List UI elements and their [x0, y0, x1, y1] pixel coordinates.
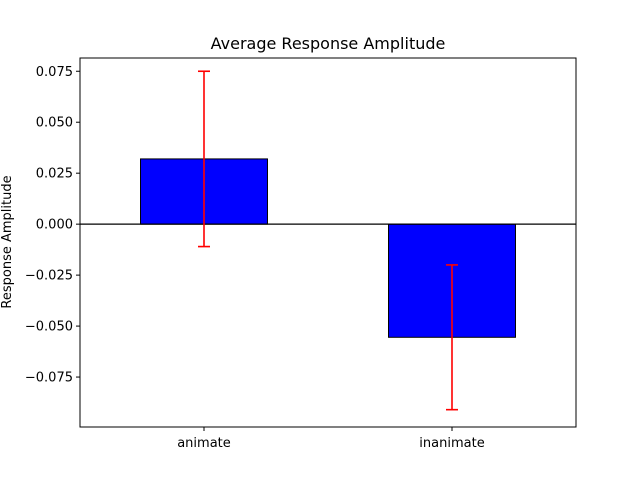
- y-tick-label: −0.075: [25, 371, 73, 386]
- error-bar-animate: [198, 70, 210, 248]
- y-tick-label: 0.000: [36, 218, 73, 233]
- y-tick-label: −0.050: [25, 320, 73, 335]
- error-bar-inanimate: [446, 264, 458, 411]
- y-axis-label: Response Amplitude: [0, 175, 15, 308]
- axis-ticks: 0.075 0.050 0.025 0.000 −0.025 −0.050 −0.075 an…: [25, 65, 485, 451]
- chart-title: Average Response Amplitude: [211, 34, 446, 53]
- axes-frame: [79, 57, 577, 428]
- y-tick-label: −0.025: [25, 269, 73, 284]
- y-tick-label: 0.025: [36, 167, 73, 182]
- x-tick-label: inanimate: [419, 436, 484, 451]
- y-tick-label: 0.050: [36, 116, 73, 131]
- y-tick-label: 0.075: [36, 65, 73, 80]
- x-tick-label: animate: [177, 436, 231, 451]
- plot-area: [80, 70, 576, 411]
